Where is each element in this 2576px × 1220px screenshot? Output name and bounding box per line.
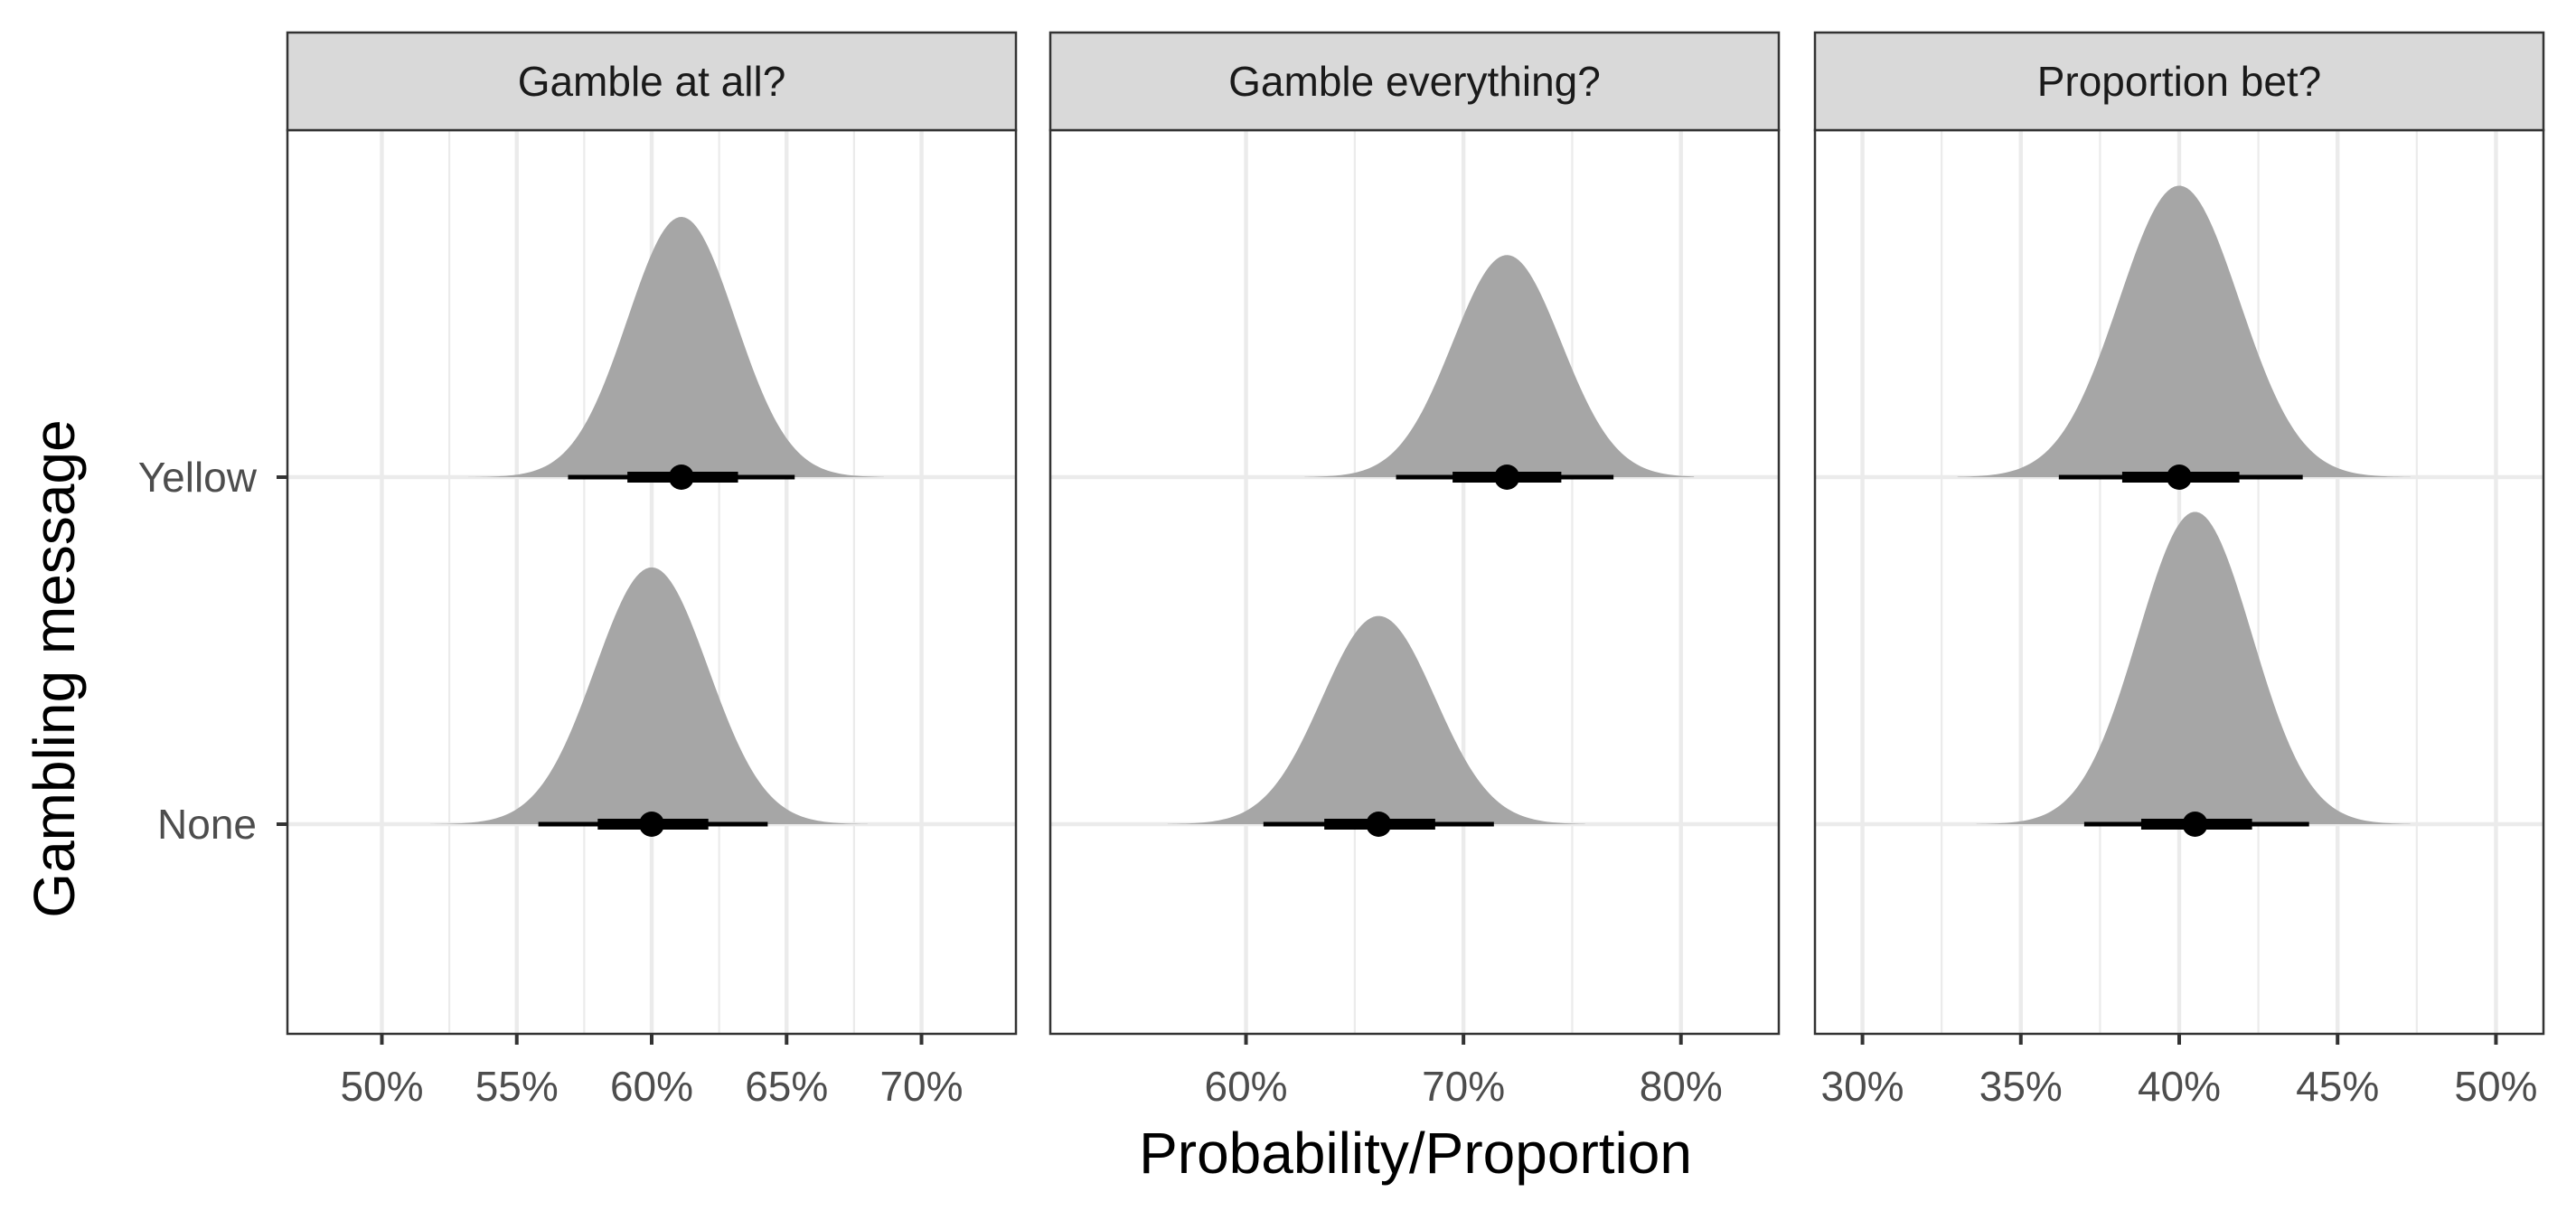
x-tick-label: 50% xyxy=(340,1063,423,1110)
x-tick-label: 70% xyxy=(1422,1063,1505,1110)
median-point-yellow xyxy=(668,465,694,490)
facet-title: Gamble at all? xyxy=(518,58,786,105)
x-tick-label: 55% xyxy=(475,1063,559,1110)
density-yellow xyxy=(468,217,884,477)
density-yellow xyxy=(1304,255,1695,477)
y-axis-title: Gambling message xyxy=(22,419,87,917)
y-tick-label-none: None xyxy=(157,801,257,848)
facet-strip xyxy=(286,31,1018,132)
x-axis-title: Probability/Proportion xyxy=(1139,1121,1692,1186)
x-tick-label: 40% xyxy=(2138,1063,2221,1110)
median-point-none xyxy=(2182,812,2208,837)
facet-title: Gamble everything? xyxy=(1228,58,1601,105)
x-tick-label: 35% xyxy=(1979,1063,2063,1110)
series-yellow xyxy=(1304,255,1695,490)
density-none xyxy=(430,567,868,824)
x-tick-label: 50% xyxy=(2454,1063,2537,1110)
x-tick-label: 80% xyxy=(1640,1063,1723,1110)
panel-1: Gamble at all? 50% 55% 60% 65% 70% xyxy=(286,31,1018,1110)
y-axis: Yellow None xyxy=(138,454,287,848)
x-tick-label: 65% xyxy=(745,1063,828,1110)
series-none xyxy=(1976,511,2411,837)
x-tick-label: 30% xyxy=(1821,1063,1904,1110)
panel-2: Gamble everything? 60% 70% 80% xyxy=(1048,31,1781,1110)
panel-3: Proportion bet? 30% 35% 40% 45% 50% xyxy=(1813,31,2545,1110)
x-tick-label: 45% xyxy=(2296,1063,2379,1110)
facet-title: Proportion bet? xyxy=(2037,58,2322,105)
median-point-yellow xyxy=(2167,465,2192,490)
median-point-yellow xyxy=(1494,465,1520,490)
series-yellow xyxy=(1957,185,2411,490)
series-yellow xyxy=(468,217,884,490)
median-point-none xyxy=(1366,812,1392,837)
y-tick-label-yellow: Yellow xyxy=(138,454,258,501)
density-yellow xyxy=(1957,185,2411,478)
facet-strip xyxy=(1813,31,2545,132)
density-none xyxy=(1976,511,2411,824)
density-none xyxy=(1167,615,1585,824)
x-tick-label: 60% xyxy=(610,1063,693,1110)
x-tick-label: 70% xyxy=(879,1063,963,1110)
facet-strip xyxy=(1048,31,1781,132)
median-point-none xyxy=(639,812,664,837)
panel-background xyxy=(1050,130,1779,1034)
panels: Gamble at all?50% 55% 60% 65% 70%Gamble ever… xyxy=(286,31,2545,1110)
x-tick-label: 60% xyxy=(1204,1063,1287,1110)
series-none xyxy=(1167,615,1585,837)
series-none xyxy=(430,567,868,837)
